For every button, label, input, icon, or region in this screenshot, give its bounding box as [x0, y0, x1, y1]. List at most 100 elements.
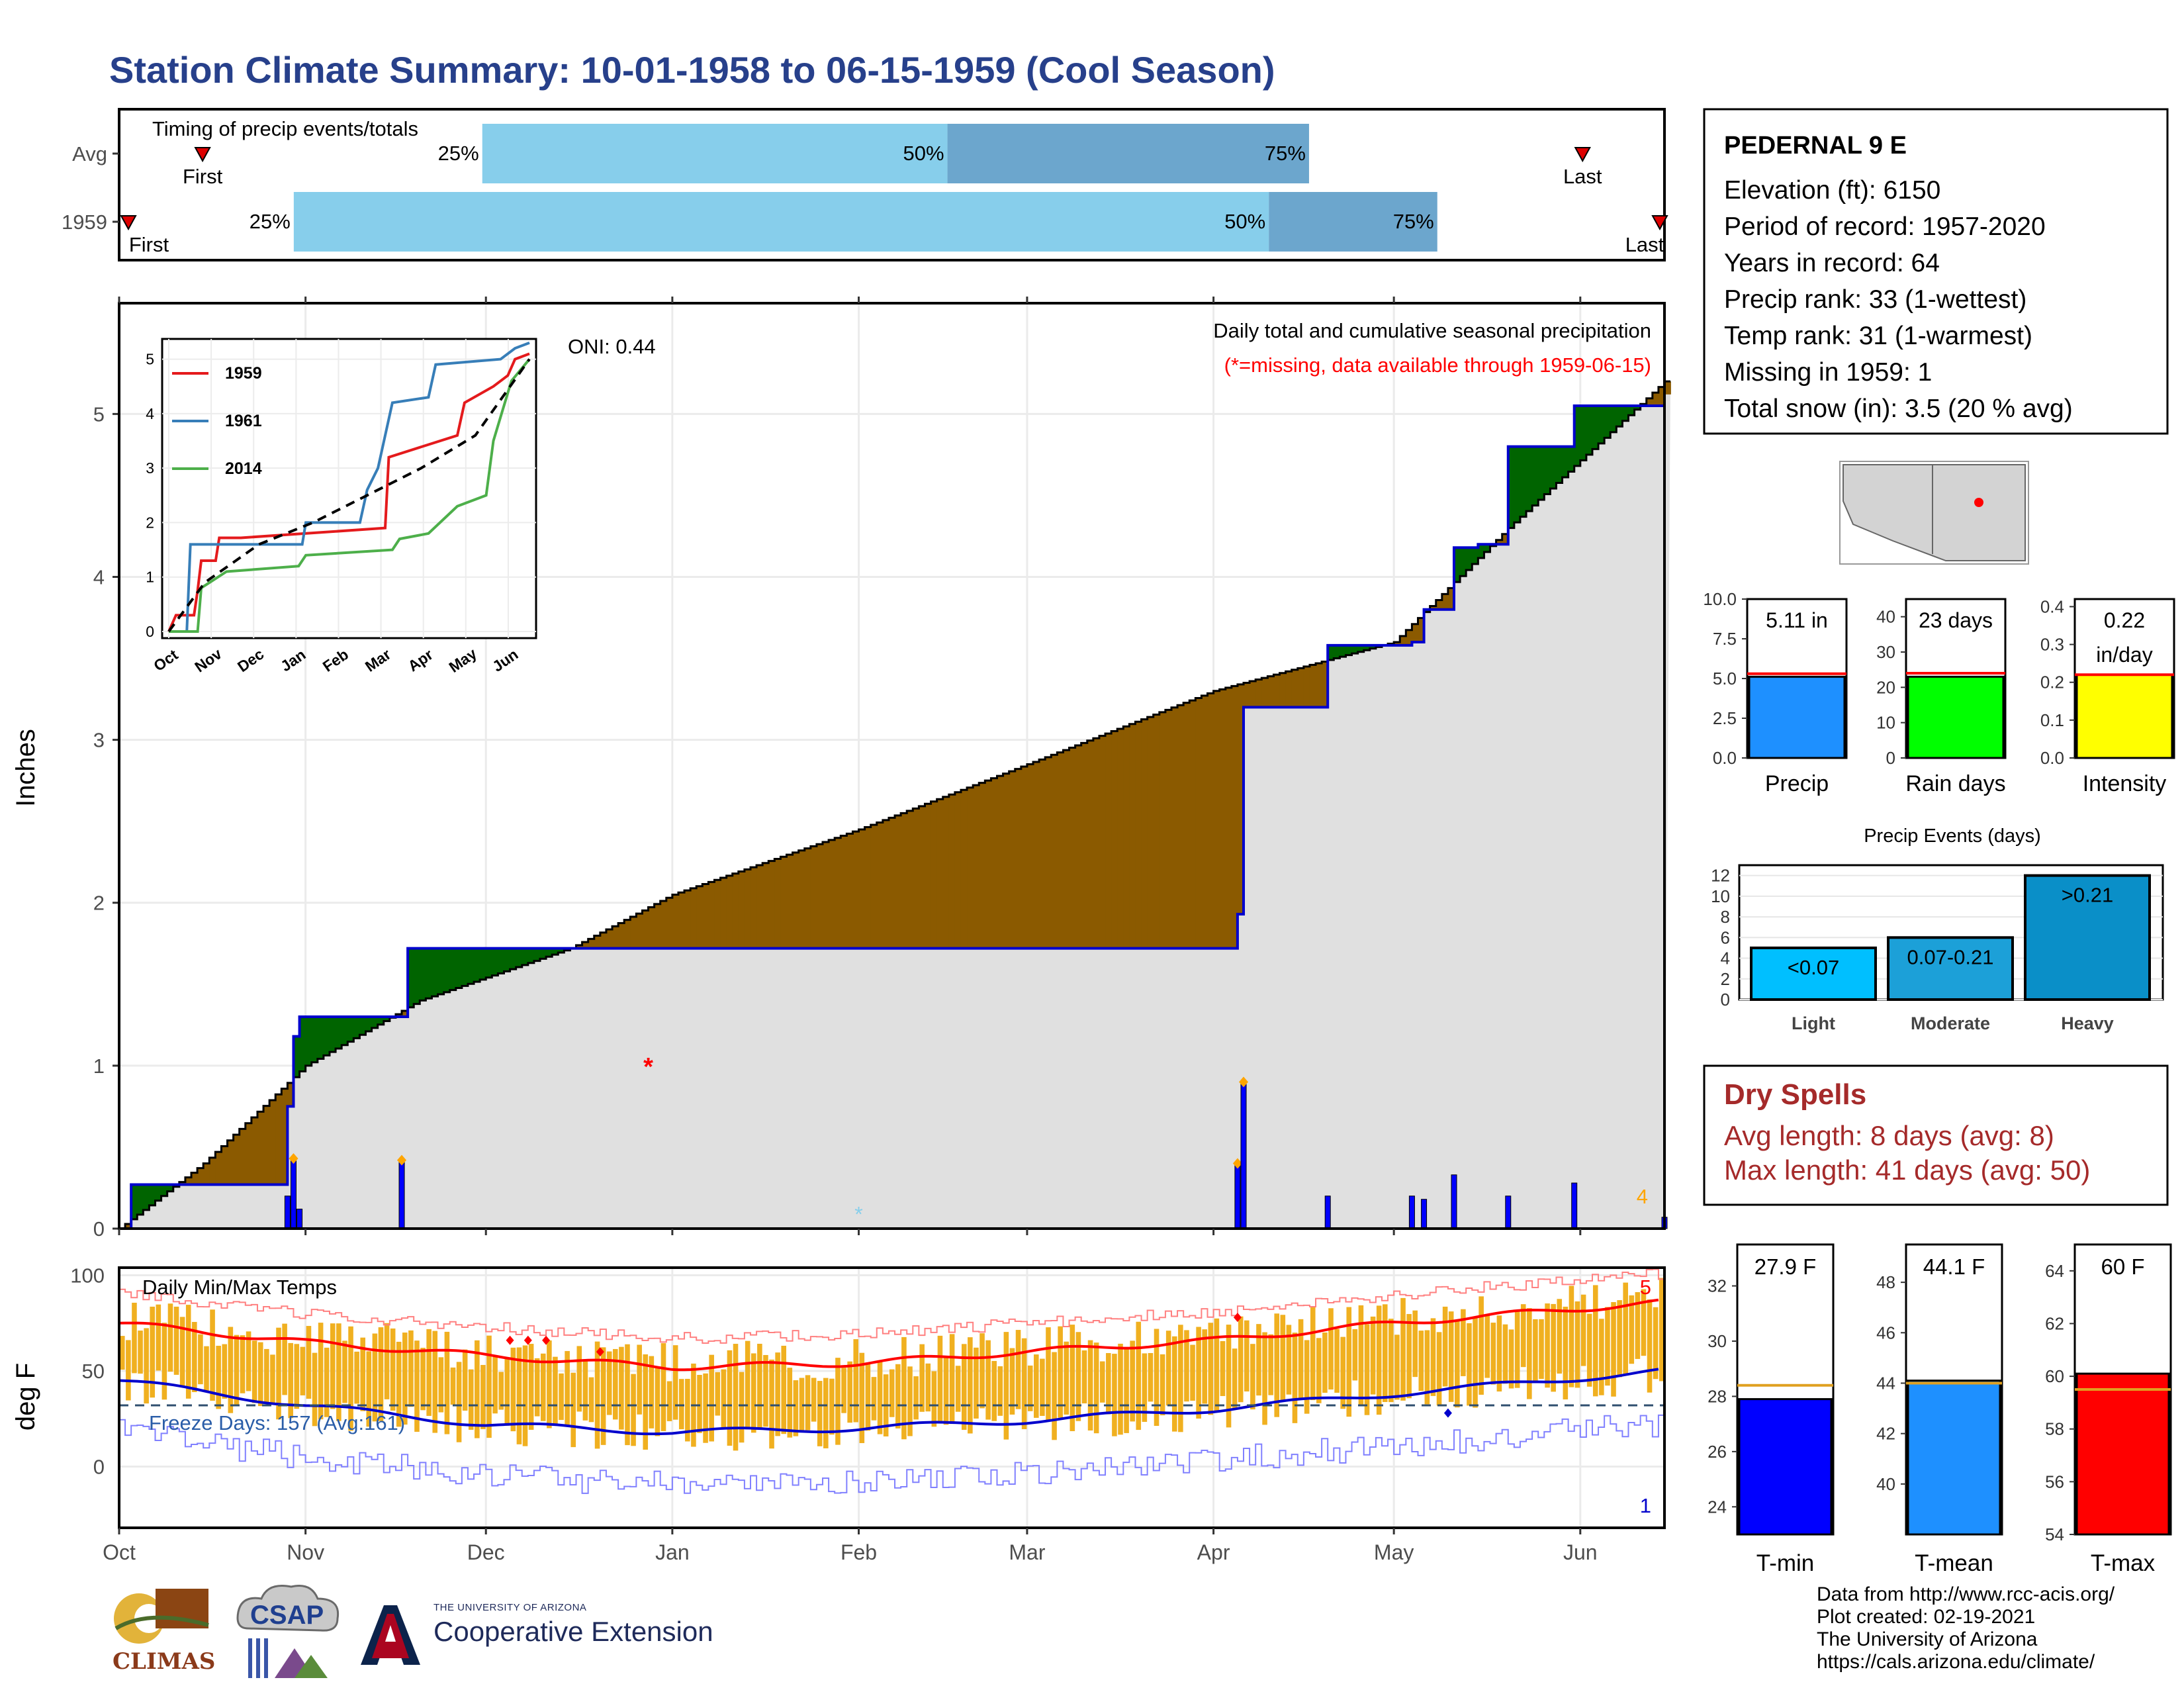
daily-temp-bar: [1160, 1354, 1165, 1416]
heavy-event-marker: [1232, 1158, 1242, 1169]
below-normal-fill: [786, 855, 794, 949]
daily-temp-bar: [228, 1327, 234, 1413]
below-normal-fill: [1201, 695, 1208, 949]
above-normal-fill: [1616, 406, 1623, 427]
below-normal-fill: [1297, 668, 1304, 708]
above-normal-fill: [432, 948, 439, 997]
daily-temp-bar: [1190, 1344, 1195, 1401]
daily-temp-bar: [1346, 1307, 1352, 1417]
daily-temp-bar: [961, 1344, 967, 1430]
above-normal-fill: [329, 1017, 336, 1053]
record-high-marker: [596, 1347, 604, 1357]
daily-temp-bar: [1388, 1319, 1394, 1403]
below-normal-fill: [281, 1088, 289, 1185]
timing-q50-label: 50%: [903, 142, 944, 165]
dry-spells-line: Avg length: 8 days (avg: 8): [1724, 1120, 2054, 1151]
daily-temp-bar: [354, 1351, 359, 1404]
above-normal-fill: [143, 1184, 150, 1210]
above-normal-fill: [539, 948, 547, 959]
temp-ytick: 60: [2045, 1366, 2064, 1386]
daily-temp-bar: [1148, 1353, 1154, 1402]
below-normal-fill: [227, 1140, 234, 1185]
below-normal-fill: [1026, 764, 1034, 949]
daily-temp-bar: [486, 1335, 492, 1438]
below-normal-fill: [594, 935, 601, 949]
below-normal-fill: [954, 792, 962, 949]
daily-temp-bar: [1069, 1325, 1075, 1431]
month-label: Dec: [467, 1540, 505, 1564]
below-normal-fill: [1009, 771, 1016, 949]
below-normal-fill: [630, 916, 637, 949]
daily-temp-bar: [997, 1366, 1003, 1416]
daily-temp-bar: [985, 1340, 991, 1420]
daily-temp-bar: [251, 1340, 257, 1403]
daily-temp-bar: [360, 1337, 366, 1411]
below-normal-fill: [1394, 641, 1401, 645]
below-normal-fill: [1039, 759, 1046, 949]
daily-temp-bar: [1496, 1315, 1502, 1392]
daily-temp-bar: [1220, 1340, 1226, 1396]
precip-ytick: 2: [93, 892, 105, 915]
daily-temp-bar: [1154, 1329, 1160, 1427]
daily-temp-bar: [1461, 1309, 1466, 1376]
below-normal-fill: [1045, 757, 1052, 949]
below-normal-fill: [245, 1123, 252, 1185]
daily-temp-bar: [895, 1364, 901, 1429]
above-normal-fill: [1460, 547, 1467, 577]
station-detail: Years in record: 64: [1724, 249, 1940, 277]
climas-label: CLIMAS: [113, 1648, 216, 1675]
first-event-marker: [120, 215, 137, 231]
above-normal-fill: [522, 948, 529, 965]
above-normal-fill: [1363, 645, 1371, 651]
daily-temp-bar: [763, 1354, 768, 1427]
events-ytick: 0: [1721, 990, 1730, 1009]
above-normal-fill: [474, 948, 480, 982]
below-normal-fill: [654, 904, 661, 949]
below-normal-fill: [1075, 745, 1082, 949]
daily-temp-bar: [396, 1341, 402, 1427]
above-normal-fill: [1340, 645, 1347, 657]
temp-ytick: 64: [2045, 1261, 2064, 1281]
daily-temp-bar: [1647, 1299, 1653, 1393]
below-normal-fill: [864, 827, 872, 949]
precip-ytick: 3: [93, 729, 105, 752]
daily-temp-bar: [1520, 1304, 1526, 1368]
daily-temp-bar: [913, 1376, 919, 1420]
below-normal-fill: [588, 939, 595, 949]
below-normal-fill: [1147, 717, 1154, 949]
daily-temp-bar: [204, 1346, 209, 1391]
daily-precip-bar: [296, 1208, 303, 1229]
daily-temp-bar: [1058, 1326, 1063, 1418]
precip-events-title: Precip Events (days): [1864, 825, 2041, 847]
precip-ytick: 5: [93, 402, 105, 426]
daily-temp-bar: [1430, 1318, 1436, 1396]
daily-temp-bar: [1605, 1307, 1610, 1386]
above-normal-fill: [480, 948, 487, 980]
below-normal-fill: [1123, 726, 1130, 949]
events-category-label: Moderate: [1911, 1013, 1990, 1033]
below-normal-fill: [1250, 681, 1256, 708]
daily-temp-bar: [823, 1378, 829, 1448]
daily-temp-bar: [835, 1358, 841, 1445]
below-normal-fill: [696, 886, 704, 949]
temp-plot-frame: [118, 1266, 1666, 1529]
daily-temp-bar: [1178, 1325, 1183, 1432]
daily-temp-bar: [1208, 1323, 1214, 1415]
above-normal-fill: [1574, 406, 1581, 466]
record-high-count: 5: [1640, 1276, 1651, 1299]
events-bar-label: 0.07-0.21: [1907, 945, 1994, 968]
daily-temp-bar: [547, 1340, 552, 1429]
daily-precip-bar: [284, 1196, 291, 1229]
below-normal-fill: [997, 776, 1004, 949]
month-label: Jan: [655, 1540, 690, 1564]
above-normal-fill: [1478, 544, 1485, 558]
above-normal-fill: [161, 1184, 168, 1196]
timing-row-label: Avg: [72, 142, 107, 165]
observed-cumulative-line: [119, 394, 1666, 1230]
above-normal-fill: [305, 1017, 312, 1066]
below-normal-fill: [1237, 684, 1244, 914]
below-normal-fill: [125, 1223, 132, 1229]
temp-ylabel: deg F: [11, 1363, 40, 1430]
daily-temp-bar: [877, 1360, 883, 1434]
daily-temp-bar: [1599, 1319, 1604, 1395]
